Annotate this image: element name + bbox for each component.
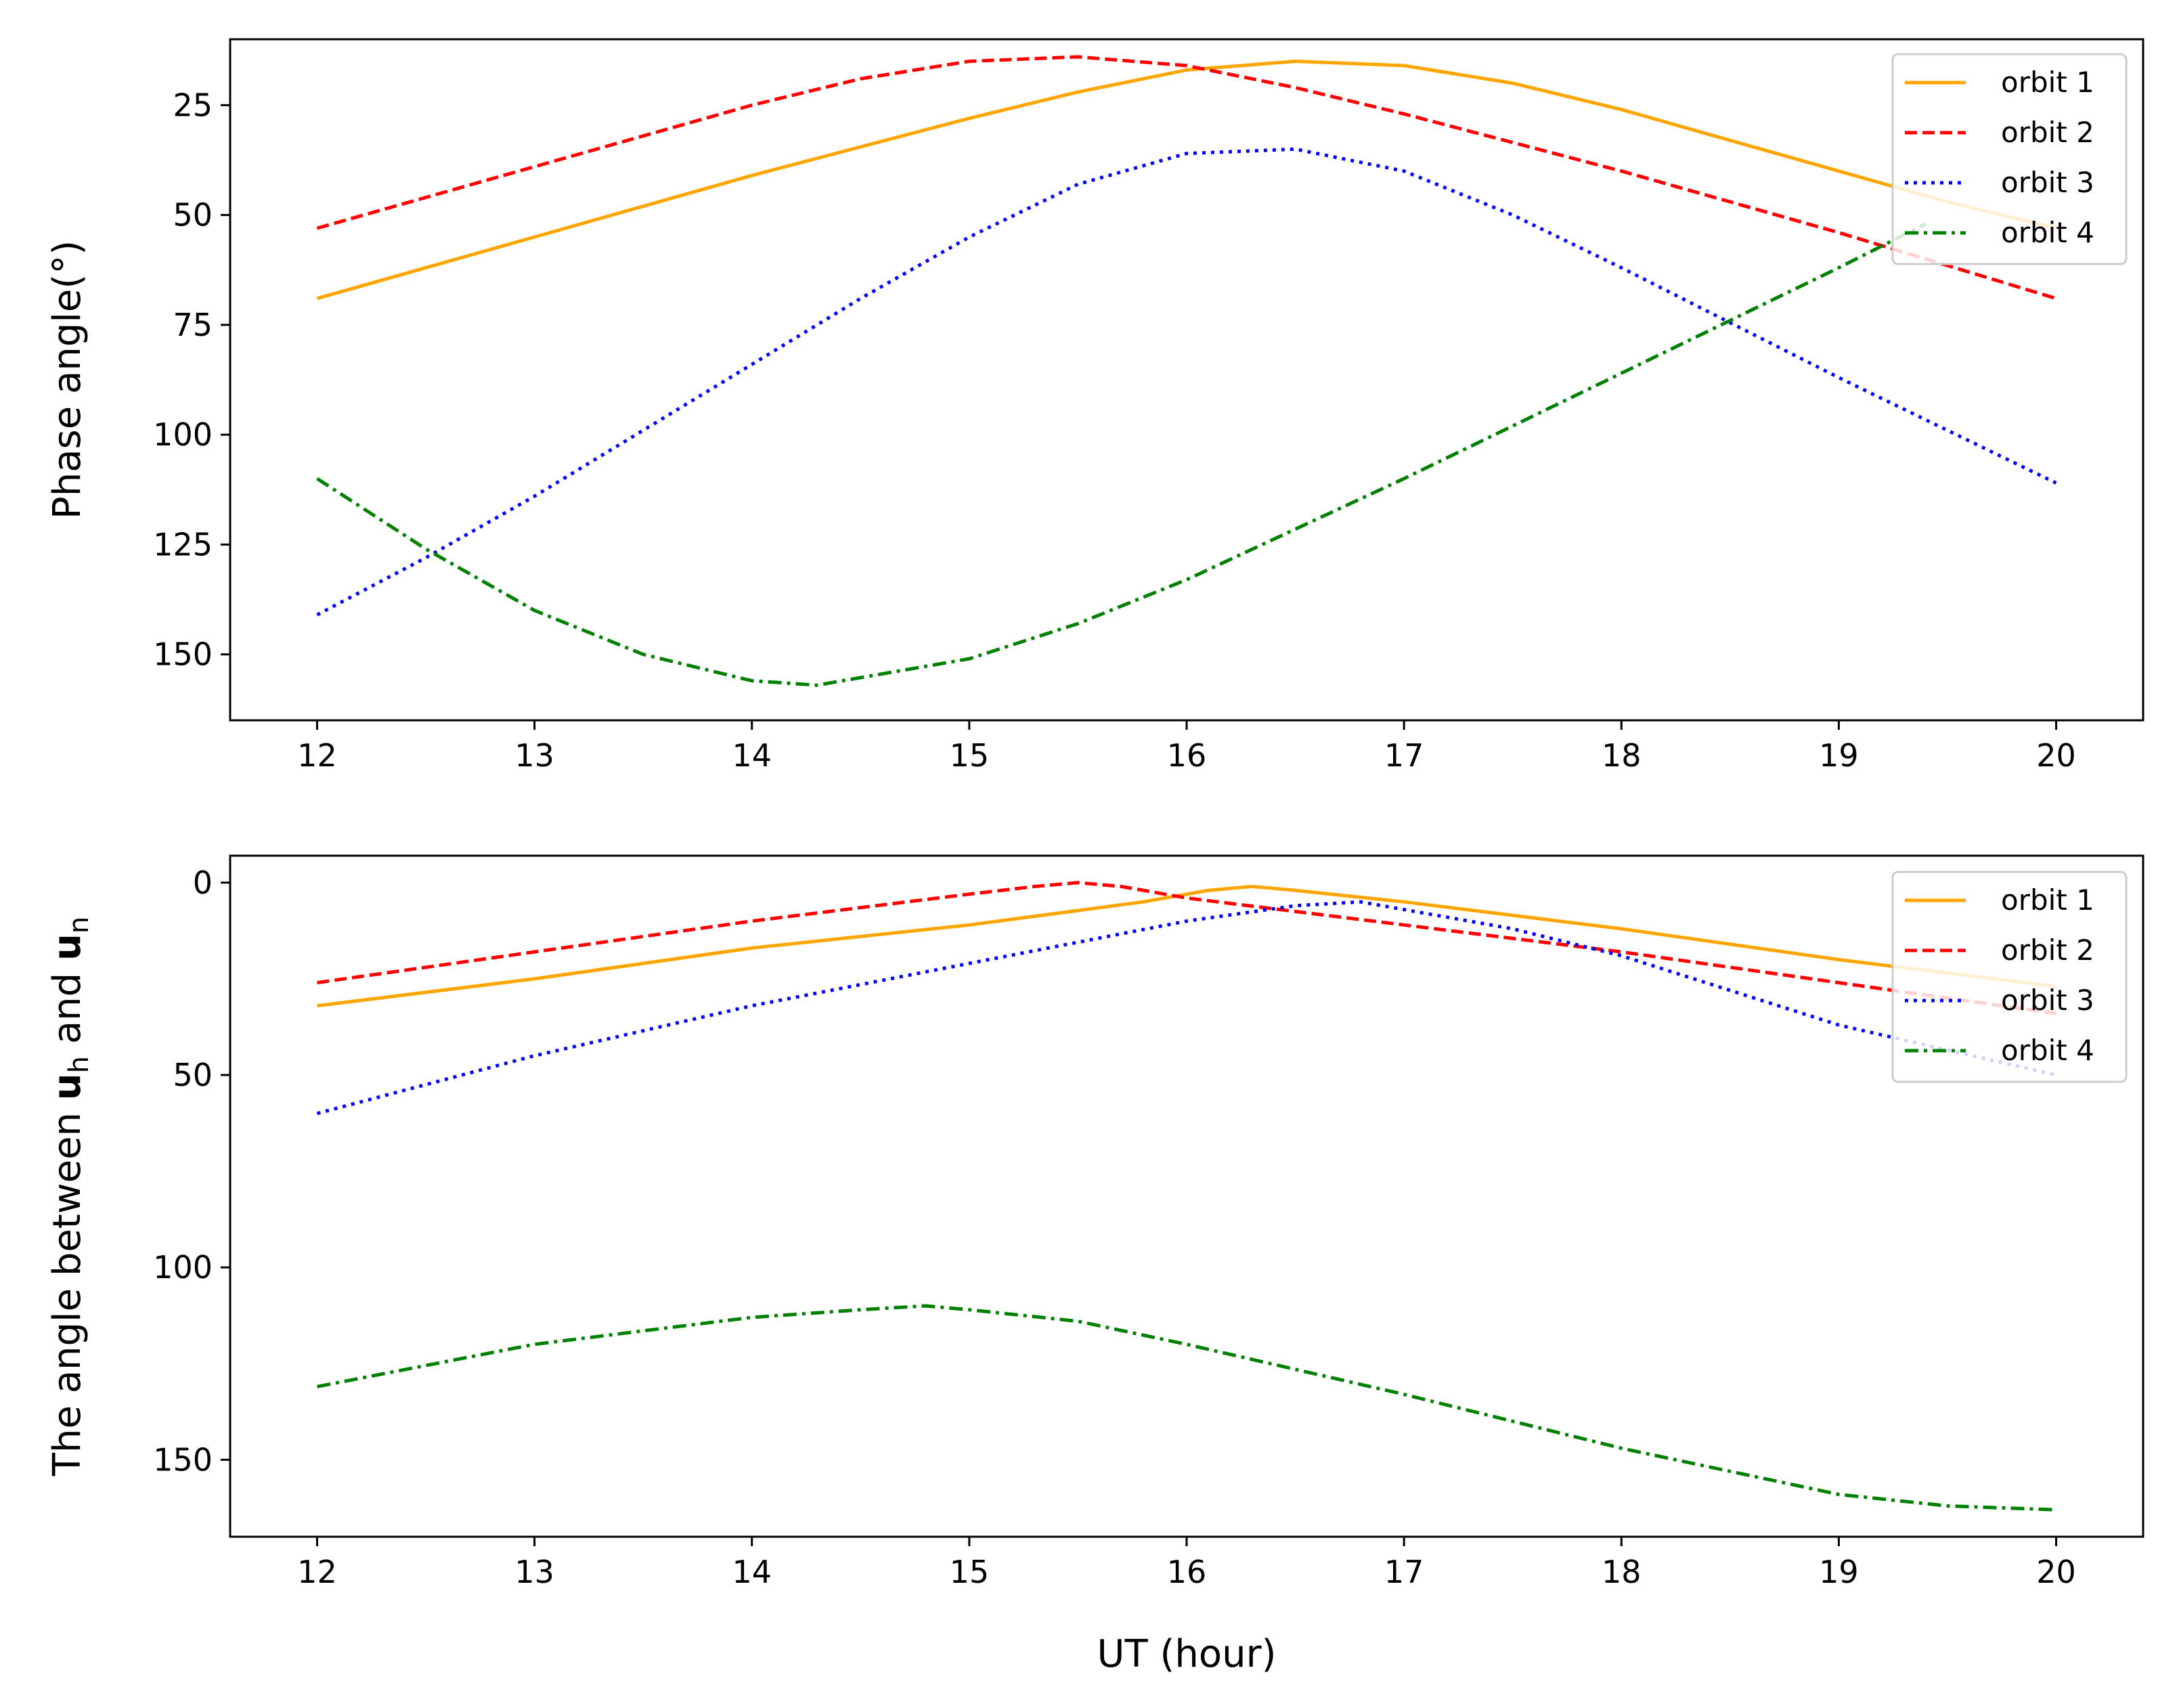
bottom-axes-frame <box>229 854 2144 1538</box>
top-y-tick-label: 75 <box>173 307 213 343</box>
bottom-series-line-orbit-1 <box>317 885 2056 1008</box>
top-y-tick-label: 25 <box>173 87 213 123</box>
top-x-tick-label: 18 <box>1602 737 1642 774</box>
bottom-x-tick-label: 20 <box>2036 1554 2076 1590</box>
bottom-x-tick-label: 12 <box>297 1554 337 1590</box>
bottom-legend-label-orbit-4: orbit 4 <box>2001 1034 2094 1067</box>
ylabel-part-u-bold-2: u <box>45 934 89 961</box>
bottom-x-tick-label: 16 <box>1167 1554 1207 1590</box>
bottom-x-tick-label: 13 <box>514 1554 554 1590</box>
bottom-series-line-orbit-2 <box>317 881 2056 1015</box>
bottom-series-line-orbit-3 <box>316 900 2057 1116</box>
bottom-legend: orbit 1 orbit 2 orbit 3 orbit 4 <box>1891 871 2128 1083</box>
bottom-series-group <box>316 881 2057 1512</box>
top-y-ticks: 25 50 75 100 125 150 <box>153 87 230 673</box>
bottom-legend-label-orbit-3: orbit 3 <box>2001 984 2094 1017</box>
top-legend-label-orbit-2: orbit 2 <box>2001 116 2094 149</box>
top-series-line-orbit-1 <box>316 60 2057 301</box>
top-series-line-orbit-4 <box>316 222 1927 687</box>
top-y-tick-label: 50 <box>173 197 213 234</box>
bottom-y-ticks: 0 50 100 150 <box>153 864 230 1478</box>
ylabel-part-u-bold-1: u <box>45 1073 89 1100</box>
bottom-y-axis-label: The angle between uh and un <box>45 917 95 1477</box>
bottom-x-tick-label: 14 <box>732 1554 772 1590</box>
top-series-group <box>316 55 2057 687</box>
top-x-tick-label: 14 <box>732 737 772 774</box>
bottom-x-tick-label: 19 <box>1819 1554 1859 1590</box>
bottom-legend-box <box>1891 871 2128 1083</box>
bottom-x-tick-label: 15 <box>950 1554 990 1590</box>
top-x-tick-label: 12 <box>297 737 337 774</box>
top-x-tick-label: 19 <box>1819 737 1859 774</box>
ylabel-part-text-1: The angle between <box>45 1100 89 1476</box>
chart-bottom: 12 13 14 15 16 17 18 19 20 0 50 100 150 The angle b… <box>45 854 2144 1676</box>
bottom-x-tick-label: 17 <box>1384 1554 1424 1590</box>
top-legend-label-orbit-3: orbit 3 <box>2001 166 2094 199</box>
bottom-series-line-orbit-4 <box>317 1304 2056 1512</box>
top-x-tick-label: 15 <box>950 737 990 774</box>
top-legend-box <box>1891 53 2128 265</box>
bottom-x-tick-label: 18 <box>1602 1554 1642 1590</box>
chart-top: 12 13 14 15 16 17 18 19 20 25 50 75 100 125 150 Phase… <box>45 38 2144 774</box>
top-x-tick-label: 16 <box>1167 737 1207 774</box>
top-y-axis-label: Phase angle(°) <box>45 240 89 519</box>
bottom-y-tick-label: 100 <box>153 1249 213 1286</box>
top-x-ticks: 12 13 14 15 16 17 18 19 20 <box>297 720 2076 774</box>
top-y-tick-label: 150 <box>153 636 213 673</box>
bottom-x-ticks: 12 13 14 15 16 17 18 19 20 <box>297 1537 2076 1590</box>
bottom-legend-label-orbit-1: orbit 1 <box>2001 883 2094 917</box>
bottom-y-tick-label: 50 <box>173 1057 213 1093</box>
top-y-tick-label: 100 <box>153 416 213 453</box>
bottom-legend-label-orbit-2: orbit 2 <box>2001 934 2094 967</box>
ylabel-part-sub-h: h <box>64 1056 95 1073</box>
ylabel-part-text-2: and <box>45 961 89 1056</box>
top-x-tick-label: 13 <box>514 737 554 774</box>
bottom-x-axis-label: UT (hour) <box>1097 1632 1277 1676</box>
top-axes-frame <box>229 38 2144 722</box>
bottom-y-tick-label: 150 <box>153 1441 213 1478</box>
top-x-tick-label: 20 <box>2036 737 2076 774</box>
bottom-y-tick-label: 0 <box>193 864 213 901</box>
ylabel-part-sub-n: n <box>64 917 95 934</box>
top-x-tick-label: 17 <box>1384 737 1424 774</box>
top-legend: orbit 1 orbit 2 orbit 3 orbit 4 <box>1891 53 2128 265</box>
top-y-tick-label: 125 <box>153 526 213 563</box>
top-legend-label-orbit-4: orbit 4 <box>2001 216 2094 249</box>
top-legend-label-orbit-1: orbit 1 <box>2001 66 2094 99</box>
top-series-line-orbit-2 <box>316 55 2057 301</box>
